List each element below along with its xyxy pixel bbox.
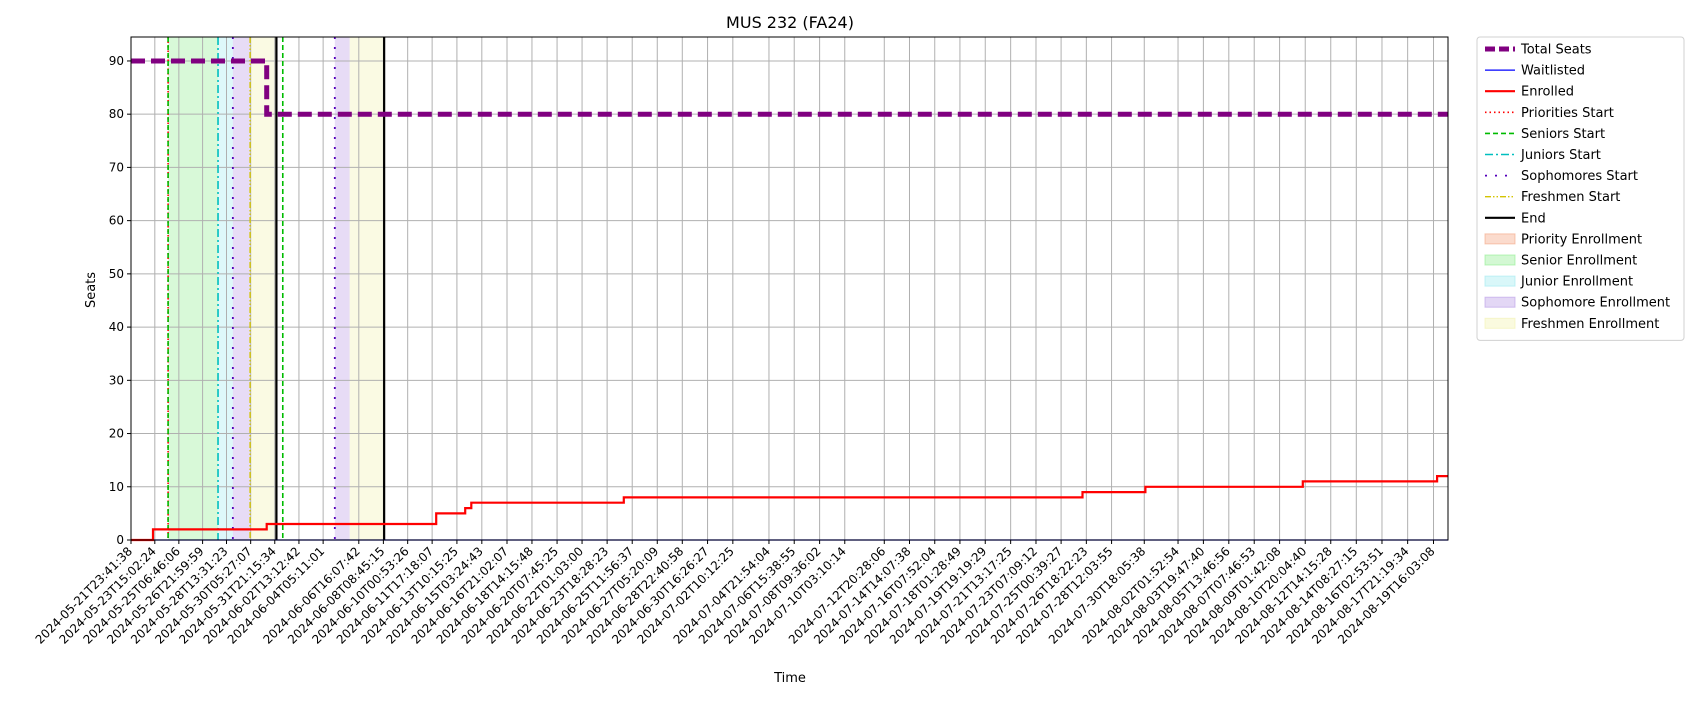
y-tick-label-70: 70 — [109, 160, 124, 174]
y-tick-label-90: 90 — [109, 54, 124, 68]
y-tick-label-10: 10 — [109, 480, 124, 494]
junior-enrollment-region-0 — [218, 37, 233, 540]
legend-swatch-freshmen-enrollment — [1484, 317, 1516, 329]
plot-area: 01020304050607080902024-05-21T23:41:3820… — [33, 36, 1449, 647]
legend-swatch-priority-enrollment — [1484, 233, 1516, 245]
chart-title: MUS 232 (FA24) — [726, 13, 854, 32]
y-tick-label-20: 20 — [109, 427, 124, 441]
legend-label-priorities-start: Priorities Start — [1521, 106, 1614, 121]
enrolled-series-line — [131, 475, 1448, 542]
freshmen-enrollment-region-1 — [349, 37, 385, 540]
legend-label-freshmen-enrollment: Freshmen Enrollment — [1521, 317, 1659, 332]
legend-swatch-junior-enrollment — [1484, 275, 1516, 287]
y-tick-label-60: 60 — [109, 214, 124, 228]
y-axis-label: Seats — [84, 272, 99, 308]
y-tick-label-40: 40 — [109, 320, 124, 334]
legend: Total Seats Waitlisted Enrolled Priorities … — [1476, 36, 1685, 341]
y-tick-label-0: 0 — [116, 533, 124, 547]
legend-swatch-senior-enrollment — [1484, 254, 1516, 266]
legend-label-seniors-start: Seniors Start — [1521, 127, 1605, 142]
sophomore-enrollment-region-1 — [334, 37, 350, 540]
legend-label-senior-enrollment: Senior Enrollment — [1521, 254, 1637, 269]
x-axis-label: Time — [773, 671, 806, 686]
total-seats-series-line — [131, 58, 1448, 117]
legend-box — [1476, 36, 1685, 341]
legend-label-enrolled: Enrolled — [1521, 85, 1574, 100]
legend-swatch-sophomore-enrollment — [1484, 296, 1516, 308]
senior-enrollment-region-0 — [168, 37, 219, 540]
legend-label-waitlisted: Waitlisted — [1521, 64, 1585, 79]
y-tick-label-30: 30 — [109, 373, 124, 387]
legend-label-priority-enrollment: Priority Enrollment — [1521, 232, 1642, 247]
legend-label-freshmen-start: Freshmen Start — [1521, 190, 1620, 205]
legend-label-junior-enrollment: Junior Enrollment — [1520, 275, 1633, 290]
y-tick-label-50: 50 — [109, 267, 124, 281]
freshmen-enrollment-region-0 — [250, 37, 277, 540]
sophomore-enrollment-region-0 — [232, 37, 251, 540]
legend-label-sophomore-enrollment: Sophomore Enrollment — [1521, 296, 1670, 311]
y-tick-label-80: 80 — [109, 107, 124, 121]
legend-label-sophomores-start: Sophomores Start — [1521, 169, 1638, 184]
plot-frame — [130, 36, 1449, 541]
legend-label-end: End — [1521, 211, 1546, 226]
legend-label-juniors-start: Juniors Start — [1520, 148, 1601, 163]
legend-label-total-seats: Total Seats — [1520, 43, 1592, 58]
